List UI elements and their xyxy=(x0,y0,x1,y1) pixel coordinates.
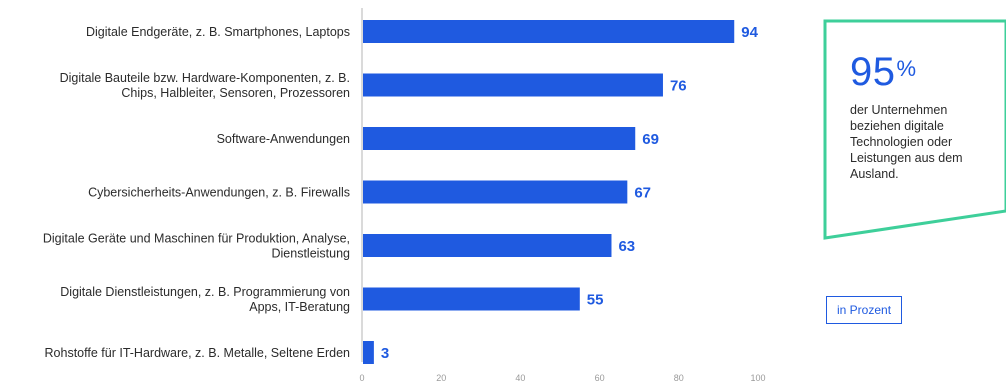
category-label: Digitale Geräte und Maschinen für Produk… xyxy=(43,232,350,261)
x-tick-label: 80 xyxy=(674,373,684,383)
data-label: 94 xyxy=(741,24,758,41)
x-tick-label: 20 xyxy=(436,373,446,383)
bar xyxy=(363,341,374,364)
unit-badge: in Prozent xyxy=(826,296,903,324)
data-label: 67 xyxy=(634,185,651,202)
category-label: Cybersicherheits-Anwendungen, z. B. Fire… xyxy=(88,186,350,200)
callout-frame xyxy=(823,19,1006,240)
category-label: Digitale Endgeräte, z. B. Smartphones, L… xyxy=(86,25,350,39)
bar xyxy=(363,180,628,204)
x-tick-label: 60 xyxy=(595,373,605,383)
data-label: 55 xyxy=(587,292,604,309)
data-label: 76 xyxy=(670,78,687,95)
bar xyxy=(363,127,636,150)
x-tick-label: 40 xyxy=(515,373,525,383)
bar xyxy=(363,287,580,311)
data-label: 69 xyxy=(642,131,659,148)
category-label: Software-Anwendungen xyxy=(217,132,350,146)
bar xyxy=(363,20,735,43)
category-label: Digitale Dienstleistungen, z. B. Program… xyxy=(60,285,350,314)
x-tick-label: 0 xyxy=(359,373,364,383)
callout: 95% der Unternehmen beziehen digitale Te… xyxy=(850,52,990,182)
data-label: 63 xyxy=(618,238,635,255)
x-tick-label: 100 xyxy=(750,373,765,383)
category-label: Digitale Bauteile bzw. Hardware-Komponen… xyxy=(60,71,350,100)
bar xyxy=(363,73,663,97)
bar-chart: 94 Digitale Endgeräte, z. B. Smartphones,… xyxy=(43,8,766,383)
callout-description: der Unternehmen beziehen digitale Techno… xyxy=(850,103,963,181)
bar xyxy=(363,234,612,257)
callout-number: 95% xyxy=(850,50,917,94)
callout-unit: % xyxy=(896,56,917,81)
category-label: Rohstoffe für IT-Hardware, z. B. Metalle… xyxy=(45,346,351,360)
data-label: 3 xyxy=(381,345,389,362)
